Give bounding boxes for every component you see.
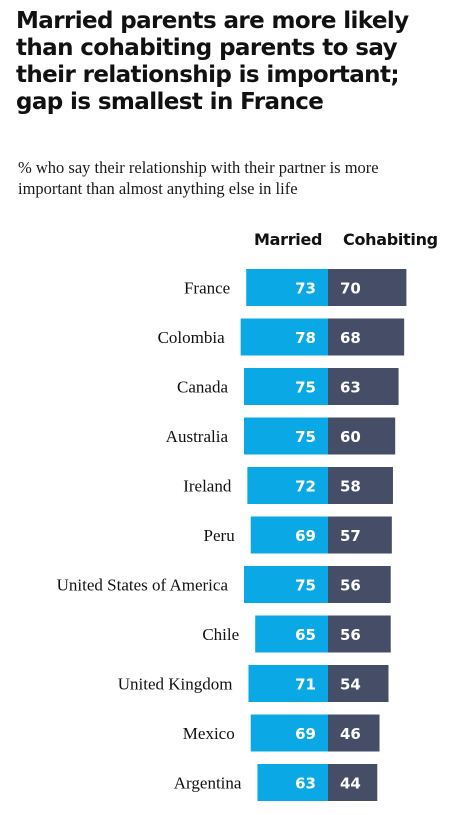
value-label-cohabiting: 44 bbox=[340, 775, 361, 793]
value-label-married: 75 bbox=[295, 379, 316, 397]
category-label: Colombia bbox=[158, 328, 226, 347]
value-label-cohabiting: 56 bbox=[340, 626, 361, 644]
legend-married: Married bbox=[254, 230, 323, 249]
bar-married bbox=[247, 467, 328, 504]
category-label: United Kingdom bbox=[118, 675, 233, 694]
bar-married bbox=[250, 714, 328, 752]
bar-cohabiting bbox=[328, 269, 407, 306]
value-label-married: 72 bbox=[295, 478, 316, 496]
bar-cohabiting bbox=[328, 566, 391, 603]
bar-married bbox=[244, 368, 328, 405]
bar-married bbox=[240, 318, 328, 356]
category-label: Ireland bbox=[183, 477, 232, 496]
bar-cohabiting bbox=[328, 516, 392, 554]
value-label-cohabiting: 54 bbox=[340, 676, 361, 694]
bar-cohabiting bbox=[328, 665, 389, 702]
bar-married bbox=[246, 269, 328, 306]
category-label: Australia bbox=[166, 427, 229, 446]
bar-married bbox=[244, 566, 328, 603]
value-label-cohabiting: 60 bbox=[340, 428, 361, 446]
category-label: Canada bbox=[177, 378, 228, 397]
bar-married bbox=[248, 665, 328, 702]
category-label: Argentina bbox=[174, 774, 242, 793]
bar-cohabiting bbox=[328, 615, 391, 653]
bar-cohabiting bbox=[328, 764, 378, 801]
value-label-cohabiting: 58 bbox=[340, 478, 361, 496]
bar-married bbox=[244, 417, 328, 455]
category-label: Peru bbox=[204, 526, 236, 545]
value-label-cohabiting: 68 bbox=[340, 329, 361, 347]
value-label-married: 69 bbox=[295, 527, 316, 545]
chart-title: Married parents are more likely than coh… bbox=[16, 8, 409, 115]
bar-married bbox=[250, 516, 328, 554]
bar-cohabiting bbox=[328, 714, 380, 752]
bar-married bbox=[255, 615, 328, 653]
value-label-married: 63 bbox=[295, 775, 316, 793]
value-label-cohabiting: 70 bbox=[340, 280, 361, 298]
value-label-cohabiting: 57 bbox=[340, 527, 361, 545]
value-label-married: 71 bbox=[295, 676, 316, 694]
value-label-cohabiting: 56 bbox=[340, 577, 361, 595]
value-label-cohabiting: 63 bbox=[340, 379, 361, 397]
value-label-married: 69 bbox=[295, 725, 316, 743]
bar-cohabiting bbox=[328, 417, 396, 455]
value-label-married: 75 bbox=[295, 428, 316, 446]
bar-married bbox=[257, 764, 328, 801]
category-label: Chile bbox=[202, 625, 239, 644]
bar-cohabiting bbox=[328, 318, 405, 356]
bar-cohabiting bbox=[328, 467, 393, 504]
category-label: France bbox=[184, 279, 230, 298]
legend-cohabiting: Cohabiting bbox=[343, 230, 438, 249]
bar-cohabiting bbox=[328, 368, 399, 405]
chart-subtitle: % who say their relationship with their … bbox=[18, 158, 379, 198]
value-label-married: 65 bbox=[295, 626, 316, 644]
value-label-married: 78 bbox=[295, 329, 316, 347]
value-label-married: 75 bbox=[295, 577, 316, 595]
category-label: United States of America bbox=[57, 576, 229, 595]
value-label-married: 73 bbox=[295, 280, 316, 298]
category-label: Mexico bbox=[183, 724, 235, 743]
value-label-cohabiting: 46 bbox=[340, 725, 361, 743]
